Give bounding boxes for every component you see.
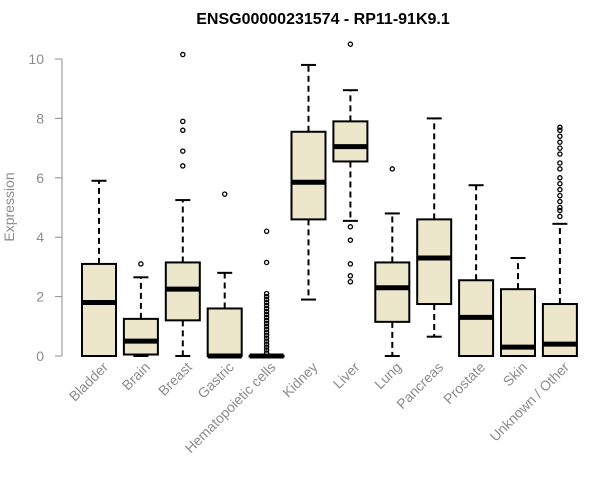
outlier-point bbox=[263, 293, 270, 300]
box-group bbox=[541, 124, 578, 357]
outlier-point bbox=[557, 166, 563, 172]
outlier-point bbox=[347, 41, 354, 47]
outlier-point bbox=[263, 308, 270, 315]
box-group bbox=[500, 256, 536, 357]
box-group bbox=[290, 63, 327, 301]
outlier-point bbox=[557, 180, 563, 187]
chart-title: ENSG00000231574 - RP11-91K9.1 bbox=[196, 11, 450, 28]
box-iqr bbox=[206, 307, 243, 358]
box-iqr bbox=[416, 218, 453, 306]
x-tick-label: Kidney bbox=[279, 359, 321, 401]
outlier-point bbox=[263, 311, 270, 318]
x-tick-label: Unknown / Other bbox=[486, 359, 572, 445]
outlier-point bbox=[180, 127, 186, 134]
outlier-point bbox=[263, 320, 270, 327]
box-iqr bbox=[122, 317, 159, 356]
y-tick-label: 8 bbox=[36, 110, 44, 126]
box-group bbox=[416, 117, 453, 338]
outlier-point bbox=[221, 191, 228, 197]
outlier-point bbox=[180, 148, 186, 154]
outlier-point bbox=[557, 213, 563, 220]
outlier-point bbox=[263, 305, 270, 312]
outlier-point bbox=[557, 204, 563, 211]
outlier-point bbox=[263, 326, 270, 333]
outlier-point bbox=[263, 228, 270, 235]
outlier-point bbox=[557, 124, 563, 131]
outlier-point bbox=[263, 323, 270, 330]
outlier-point bbox=[557, 145, 563, 151]
outlier-point bbox=[263, 296, 270, 303]
outlier-point bbox=[557, 175, 563, 181]
box-group bbox=[122, 261, 159, 357]
y-tick-label: 6 bbox=[36, 170, 44, 186]
y-tick-label: 2 bbox=[36, 289, 44, 305]
box-series bbox=[81, 41, 578, 359]
x-tick-label: Skin bbox=[500, 359, 531, 390]
outlier-point bbox=[347, 261, 354, 267]
outlier-point bbox=[263, 290, 270, 297]
box-group bbox=[164, 51, 201, 357]
outlier-point bbox=[263, 350, 270, 356]
outlier-point bbox=[557, 198, 563, 205]
outlier-point bbox=[347, 278, 354, 285]
x-tick-label: Prostate bbox=[440, 359, 488, 407]
outlier-point bbox=[263, 314, 270, 321]
x-tick-label: Breast bbox=[155, 359, 195, 399]
outlier-point bbox=[180, 163, 186, 169]
y-axis-label: Expression bbox=[1, 172, 17, 241]
x-tick-label: Pancreas bbox=[393, 359, 446, 412]
box-group bbox=[248, 228, 285, 359]
outlier-point bbox=[263, 302, 270, 309]
outlier-point bbox=[263, 335, 270, 341]
outlier-point bbox=[263, 347, 270, 353]
box-iqr bbox=[541, 303, 578, 357]
outlier-point bbox=[263, 341, 270, 347]
outlier-point bbox=[263, 332, 270, 338]
box-iqr bbox=[290, 130, 327, 221]
outlier-point bbox=[263, 344, 270, 350]
box-group bbox=[374, 166, 411, 357]
box-iqr bbox=[81, 262, 117, 357]
outlier-point bbox=[347, 224, 354, 230]
x-tick-label: Brain bbox=[119, 359, 153, 393]
y-axis-ticks: 0 2 4 6 8 10 bbox=[28, 51, 62, 364]
outlier-point bbox=[138, 261, 144, 267]
box-group bbox=[81, 179, 117, 357]
outlier-point bbox=[557, 186, 563, 193]
outlier-point bbox=[557, 160, 563, 166]
x-tick-label: Lung bbox=[371, 359, 404, 392]
outlier-point bbox=[557, 192, 563, 199]
outlier-point bbox=[263, 259, 270, 266]
outlier-point bbox=[557, 133, 563, 139]
outlier-point bbox=[389, 166, 396, 172]
outlier-point bbox=[263, 299, 270, 306]
box-group bbox=[206, 191, 243, 359]
outlier-point bbox=[180, 51, 186, 58]
outlier-point bbox=[263, 329, 270, 335]
outlier-point bbox=[557, 207, 563, 214]
x-tick-label: Liver bbox=[330, 359, 363, 392]
y-tick-label: 0 bbox=[36, 348, 44, 364]
outlier-point bbox=[263, 317, 270, 324]
box-group bbox=[332, 41, 369, 285]
outlier-point bbox=[180, 118, 186, 125]
outlier-point bbox=[347, 237, 354, 243]
y-tick-label: 10 bbox=[28, 51, 44, 67]
box-iqr bbox=[332, 120, 369, 163]
box-group bbox=[458, 184, 495, 358]
x-tick-label: Bladder bbox=[66, 359, 112, 405]
outlier-point bbox=[263, 338, 270, 344]
outlier-point bbox=[557, 139, 563, 145]
y-tick-label: 4 bbox=[36, 229, 44, 245]
outlier-point bbox=[347, 273, 354, 279]
outlier-point bbox=[557, 151, 563, 157]
box-iqr bbox=[374, 261, 411, 323]
outlier-point bbox=[557, 127, 563, 134]
